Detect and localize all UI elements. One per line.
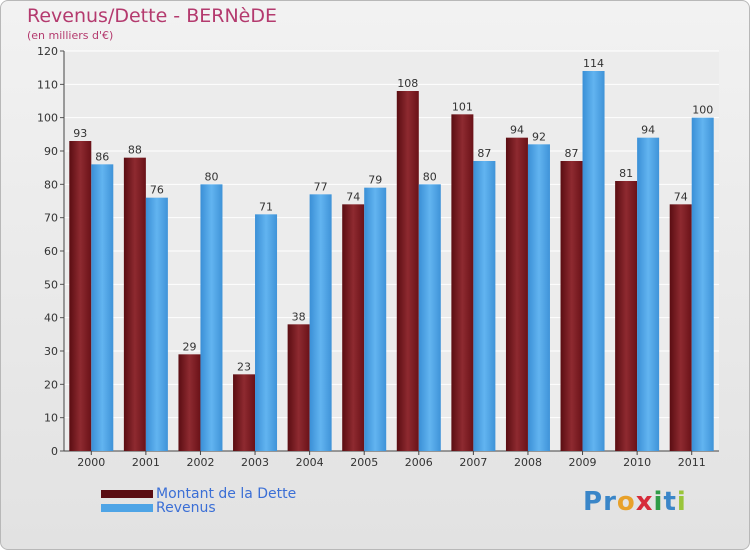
legend-swatch-revenue — [101, 504, 153, 512]
data-label-debt: 88 — [128, 144, 142, 157]
data-label-revenue: 80 — [204, 170, 218, 183]
bar-debt — [342, 204, 365, 451]
bar-debt — [396, 91, 419, 451]
y-tick-label: 30 — [44, 345, 58, 358]
x-tick-label: 2009 — [569, 456, 597, 469]
bar-debt — [560, 161, 583, 451]
data-label-revenue: 87 — [477, 147, 491, 160]
brand-logo: Proxiti — [583, 487, 687, 517]
bar-debt — [669, 204, 692, 451]
y-tick-label: 110 — [37, 78, 58, 91]
x-tick-label: 2004 — [296, 456, 324, 469]
y-tick-label: 90 — [44, 145, 58, 158]
bar-revenue — [309, 194, 332, 452]
y-tick-label: 80 — [44, 178, 58, 191]
bar-revenue — [145, 197, 168, 451]
data-label-revenue: 100 — [692, 104, 713, 117]
legend-label-revenue: Revenus — [156, 500, 216, 516]
bar-debt — [123, 157, 146, 451]
bar-revenue — [418, 184, 441, 452]
data-label-revenue: 92 — [532, 130, 546, 143]
chart-title: Revenus/Dette - BERNèDE — [27, 5, 277, 27]
data-label-revenue: 76 — [150, 184, 164, 197]
bar-debt — [233, 374, 256, 451]
bar-revenue — [473, 161, 496, 451]
y-tick-label: 60 — [44, 245, 58, 258]
y-tick-label: 0 — [51, 445, 58, 458]
bar-revenue — [200, 184, 223, 452]
y-tick-label: 120 — [37, 45, 58, 58]
x-tick-label: 2007 — [459, 456, 487, 469]
y-tick-label: 40 — [44, 312, 58, 325]
legend-swatch-debt — [101, 490, 153, 498]
data-label-debt: 29 — [182, 340, 196, 353]
y-tick-label: 20 — [44, 378, 58, 391]
bar-revenue — [91, 164, 114, 452]
data-label-debt: 93 — [73, 127, 87, 140]
x-tick-label: 2006 — [405, 456, 433, 469]
data-label-revenue: 79 — [368, 174, 382, 187]
bar-debt — [505, 137, 528, 451]
data-label-revenue: 86 — [95, 150, 109, 163]
x-tick-label: 2005 — [350, 456, 378, 469]
brand-letter: o — [616, 487, 636, 517]
bar-revenue — [255, 214, 278, 451]
bar-debt — [451, 114, 474, 451]
brand-letter: i — [653, 487, 664, 517]
y-tick-label: 10 — [44, 412, 58, 425]
bar-revenue — [691, 117, 714, 452]
data-label-debt: 23 — [237, 360, 251, 373]
y-tick-label: 50 — [44, 278, 58, 291]
data-label-debt: 81 — [619, 167, 633, 180]
x-tick-label: 2008 — [514, 456, 542, 469]
brand-letter: x — [635, 487, 654, 517]
bar-revenue — [364, 187, 387, 451]
bar-revenue — [637, 137, 660, 451]
data-label-revenue: 80 — [423, 170, 437, 183]
legend-label-debt: Montant de la Dette — [156, 486, 297, 502]
data-label-revenue: 71 — [259, 200, 273, 213]
x-tick-label: 2011 — [678, 456, 706, 469]
data-label-debt: 101 — [452, 100, 473, 113]
data-label-debt: 74 — [674, 190, 688, 203]
bar-revenue — [527, 144, 550, 452]
bar-revenue — [582, 71, 605, 451]
brand-letter: i — [676, 487, 687, 517]
x-tick-label: 2003 — [241, 456, 269, 469]
bar-debt — [178, 354, 201, 451]
data-label-debt: 94 — [510, 124, 524, 137]
data-label-debt: 74 — [346, 190, 360, 203]
x-tick-label: 2002 — [186, 456, 214, 469]
brand-letter: t — [663, 487, 677, 517]
bar-debt — [287, 324, 310, 451]
brand-letter: r — [603, 487, 617, 517]
y-tick-label: 100 — [37, 112, 58, 125]
x-tick-label: 2010 — [623, 456, 651, 469]
data-label-debt: 87 — [565, 147, 579, 160]
data-label-debt: 38 — [292, 310, 306, 323]
x-tick-label: 2000 — [77, 456, 105, 469]
data-label-revenue: 114 — [583, 57, 604, 70]
data-label-revenue: 94 — [641, 124, 655, 137]
chart-subtitle: (en milliers d'€) — [27, 29, 114, 42]
x-tick-label: 2001 — [132, 456, 160, 469]
data-label-revenue: 77 — [314, 180, 328, 193]
data-label-debt: 108 — [397, 77, 418, 90]
bar-debt — [69, 141, 92, 451]
y-tick-label: 70 — [44, 212, 58, 225]
brand-letter: P — [583, 487, 604, 517]
bar-debt — [615, 181, 638, 451]
